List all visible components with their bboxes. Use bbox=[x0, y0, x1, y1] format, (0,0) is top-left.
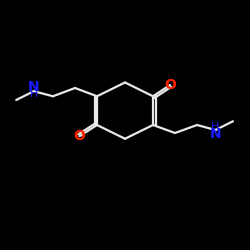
Text: H: H bbox=[30, 89, 38, 99]
Text: N: N bbox=[210, 127, 221, 141]
Text: N: N bbox=[28, 80, 40, 94]
Text: O: O bbox=[74, 129, 86, 143]
Text: H: H bbox=[211, 122, 220, 132]
Text: O: O bbox=[164, 78, 176, 92]
